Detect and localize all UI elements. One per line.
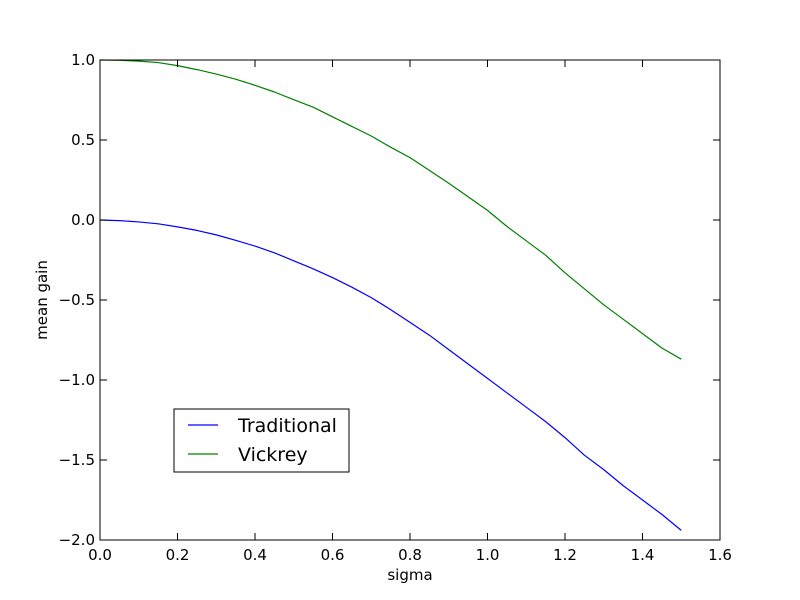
legend-label-vickrey: Vickrey <box>238 444 308 466</box>
y-tick-label: 0.5 <box>71 131 95 149</box>
series-line-vickrey <box>99 59 682 360</box>
series-layer <box>99 59 682 531</box>
x-tick-label: 0.6 <box>321 546 345 564</box>
legend: Traditional Vickrey <box>173 408 350 473</box>
y-tick-label: −1.0 <box>59 371 95 389</box>
x-tick-label: 1.0 <box>476 546 500 564</box>
x-axis-label: sigma <box>387 566 432 584</box>
y-axis-label: mean gain <box>33 260 51 340</box>
x-tick-label: 1.4 <box>631 546 655 564</box>
y-tick-label: 0.0 <box>71 211 95 229</box>
y-tick-label: 1.0 <box>71 51 95 69</box>
y-tick-label: −1.5 <box>59 451 95 469</box>
ticks-layer: 0.0 0.2 0.4 0.6 0.8 1.0 1.2 1.4 1.6 1.0 0.5 0.0 −0.5… <box>59 51 732 564</box>
x-tick-label: 0.0 <box>88 546 112 564</box>
x-tick-label: 1.2 <box>553 546 577 564</box>
series-line-traditional <box>99 219 682 531</box>
legend-box <box>173 408 350 473</box>
x-tick-label: 0.8 <box>398 546 422 564</box>
x-tick-label: 1.6 <box>708 546 732 564</box>
x-tick-label: 0.4 <box>243 546 267 564</box>
legend-label-traditional: Traditional <box>237 415 337 437</box>
y-tick-label: −0.5 <box>59 291 95 309</box>
x-tick-label: 0.2 <box>166 546 190 564</box>
y-tick-label: −2.0 <box>59 531 95 549</box>
